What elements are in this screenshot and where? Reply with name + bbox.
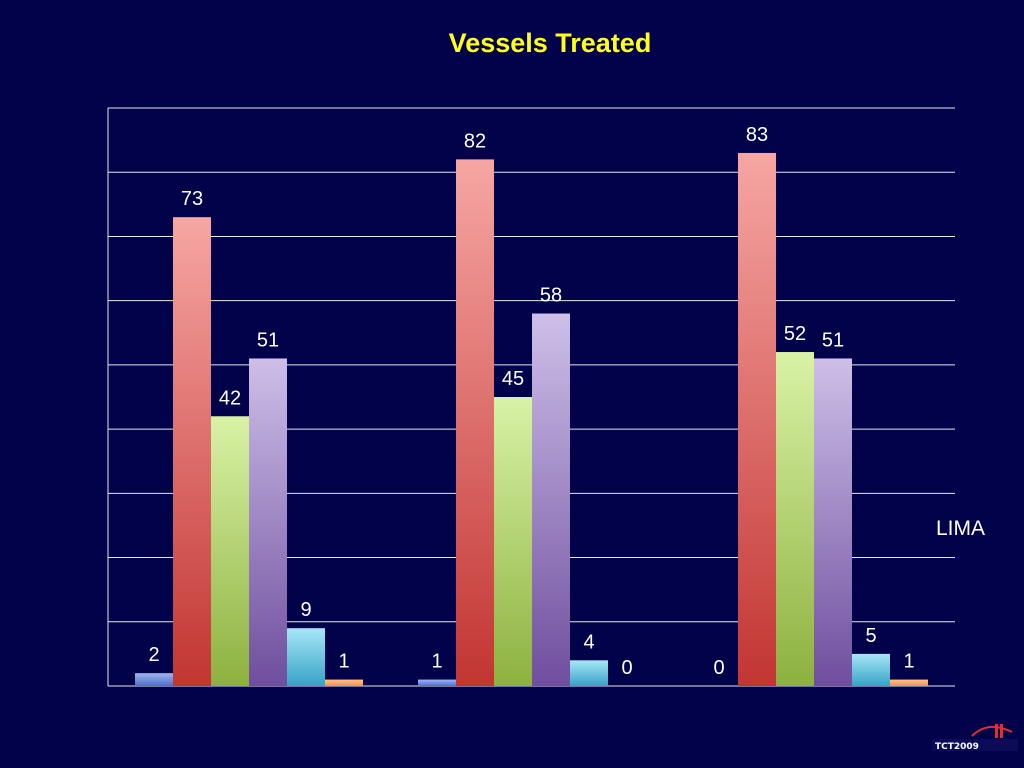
- bar-series2-group2: [456, 159, 494, 686]
- bar-series2-group3: [738, 152, 776, 686]
- bar-series1-group2: [418, 679, 456, 686]
- bar-series4-group2: [532, 313, 570, 686]
- bar-series6-group3: [890, 679, 928, 686]
- data-label: 4: [583, 631, 594, 653]
- logo-text: TCT2009: [935, 742, 979, 752]
- legend-entry-lima: LIMA: [936, 517, 986, 540]
- chart-title: Vessels Treated: [448, 28, 652, 58]
- data-label: 2: [148, 644, 159, 666]
- data-label: 5: [865, 625, 876, 647]
- data-label: 1: [431, 651, 442, 673]
- bar-series3-group1: [211, 416, 249, 686]
- bar-series5-group2: [570, 660, 608, 686]
- data-label: 58: [540, 285, 562, 307]
- data-label: 83: [746, 124, 768, 146]
- data-label: 51: [257, 329, 279, 351]
- data-label: 1: [903, 651, 914, 673]
- data-label: 42: [219, 387, 241, 409]
- data-label: 82: [464, 130, 486, 152]
- bar-series1-group1: [135, 673, 173, 686]
- bar-series2-group1: [173, 217, 211, 686]
- data-label: 9: [300, 599, 311, 621]
- tct-logo: TCT2009: [932, 724, 1018, 752]
- data-label: 1: [338, 651, 349, 673]
- data-label: 52: [784, 323, 806, 345]
- data-label: 0: [713, 657, 724, 679]
- data-label: 73: [181, 188, 203, 210]
- bar-series3-group2: [494, 397, 532, 686]
- bar-series5-group1: [287, 628, 325, 686]
- bar-series6-group1: [325, 679, 363, 686]
- bar-series4-group3: [814, 358, 852, 686]
- data-label: 0: [621, 657, 632, 679]
- bars: [135, 152, 928, 686]
- bar-series3-group3: [776, 352, 814, 686]
- bridge-logo-icon: [971, 724, 1013, 738]
- bar-series5-group3: [852, 653, 890, 686]
- bar-series4-group1: [249, 358, 287, 686]
- data-label: 45: [502, 368, 524, 390]
- data-label: 51: [822, 329, 844, 351]
